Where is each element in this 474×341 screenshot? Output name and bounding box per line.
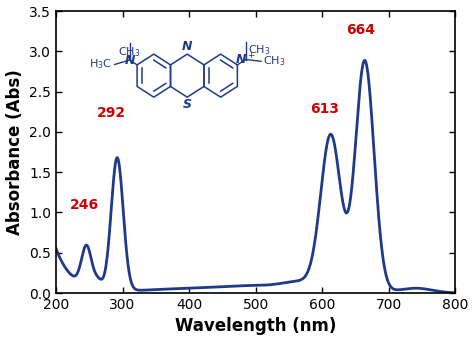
Text: 613: 613 (310, 102, 338, 116)
Text: 292: 292 (97, 106, 126, 120)
Y-axis label: Absorbance (Abs): Absorbance (Abs) (6, 69, 24, 235)
X-axis label: Wavelength (nm): Wavelength (nm) (175, 317, 336, 336)
Text: 246: 246 (70, 198, 99, 212)
Text: 664: 664 (346, 23, 375, 37)
